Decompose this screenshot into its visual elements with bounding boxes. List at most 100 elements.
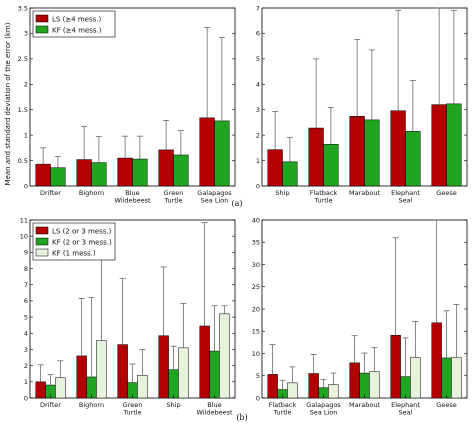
legend-swatch <box>35 25 49 34</box>
bar <box>35 163 51 187</box>
y-tick-label: 2 <box>24 81 28 89</box>
chart-panel-2: 0 1 2 3 4 5 6 7 Ship Flatback Turtle Marabout Elepha… <box>256 4 468 205</box>
bar <box>405 131 421 187</box>
y-tick-label: 30 <box>252 261 260 269</box>
x-tick-label-line: Flatback <box>310 189 338 197</box>
bar <box>308 127 324 187</box>
bar <box>446 103 462 187</box>
bar <box>173 154 189 187</box>
y-tick-label: 2 <box>256 131 260 139</box>
x-tick-label-line: Turtle <box>122 409 141 417</box>
bar <box>168 369 179 399</box>
y-tick-label: 1 <box>24 131 28 139</box>
x-tick-label-line: Blue <box>125 189 139 197</box>
caption-b: (b) <box>236 413 247 422</box>
bar <box>267 149 283 187</box>
legend-label: KF (≥4 mess.) <box>52 27 102 35</box>
y-tick-label: 9 <box>24 249 28 257</box>
x-tick-label-line: Geese <box>436 189 456 197</box>
y-tick-label: 5 <box>256 372 260 380</box>
caption-a: (a) <box>231 199 242 208</box>
x-tick-label: Blue Wildebeest <box>196 401 233 417</box>
bar <box>390 335 401 399</box>
x-tick-label-line: Sea Lion <box>310 409 338 417</box>
y-tick-label: 0 <box>256 182 260 190</box>
legend-swatch <box>35 14 49 23</box>
bar <box>282 161 298 187</box>
x-tick-label-line: Drifter <box>40 189 61 197</box>
x-tick-label-line: Green <box>123 401 143 409</box>
legend-swatch <box>35 237 49 246</box>
y-tick-label: 3.5 <box>18 4 28 12</box>
bar <box>86 376 97 399</box>
x-tick-label: Bighorn <box>79 401 104 409</box>
chart-panel-3: 0 1 2 3 4 5 6 7 8 9 10 11 Drifter Bighorn Green Turtle S… <box>20 216 236 417</box>
legend-label: LS (2 or 3 mess.) <box>52 228 112 236</box>
y-tick-label: 8 <box>24 265 28 273</box>
x-tick-label: Bighorn <box>79 189 104 197</box>
x-tick-label: Flatback Turtle <box>310 189 338 205</box>
y-tick-label: 5 <box>24 313 28 321</box>
bar <box>55 377 66 399</box>
bar <box>199 325 210 399</box>
x-tick-label: Ship <box>166 401 180 409</box>
x-tick-label: Drifter <box>40 401 61 409</box>
x-tick-label: Elephant Seal <box>391 189 420 205</box>
x-tick-label-line: Galapagos <box>306 401 341 409</box>
x-tick-label-line: Wildebeest <box>196 409 233 417</box>
x-tick-label-line: Galapagos <box>197 189 232 197</box>
x-tick-label: Drifter <box>40 189 61 197</box>
bar <box>431 104 447 187</box>
bar <box>132 158 148 187</box>
bar <box>117 344 128 399</box>
x-tick-label-line: Bighorn <box>79 401 104 409</box>
y-tick-label: 1 <box>24 378 28 386</box>
bar <box>214 120 230 187</box>
y-tick-label: 25 <box>252 283 260 291</box>
x-tick-label-line: Seal <box>399 409 413 417</box>
x-tick-label-line: Ship <box>166 401 180 409</box>
chart-panel-1: 0 0.5 1 1.5 2 2.5 3 3.5 Drifter Bighorn Blue Wildeb… <box>18 4 236 205</box>
y-tick-label: 10 <box>252 350 260 358</box>
x-tick-label-line: Turtle <box>313 197 332 205</box>
y-tick-label: 0 <box>256 394 260 402</box>
x-tick-label-line: Bighorn <box>79 189 104 197</box>
bar <box>199 117 215 187</box>
x-tick-label: Elephant Seal <box>391 401 420 417</box>
bar <box>364 119 380 187</box>
y-tick-label: 6 <box>24 297 28 305</box>
legend-label: KF (2 or 3 mess.) <box>52 239 112 247</box>
x-tick-label-line: Drifter <box>40 401 61 409</box>
y-tick-label: 4 <box>256 81 260 89</box>
x-tick-label-line: Marabout <box>349 189 380 197</box>
x-tick-label: Galapagos Sea Lion <box>197 189 232 205</box>
bar <box>219 313 230 399</box>
y-tick-label: 2.5 <box>18 55 28 63</box>
legend-swatch <box>35 248 49 257</box>
y-tick-label: 7 <box>256 4 260 12</box>
x-tick-label-line: Ship <box>275 189 289 197</box>
x-tick-label-line: Green <box>164 189 184 197</box>
y-tick-label: 1.5 <box>18 106 28 114</box>
bar <box>390 110 406 187</box>
y-tick-label: 2 <box>24 362 28 370</box>
y-tick-label: 20 <box>252 305 260 313</box>
bar <box>328 384 339 399</box>
x-tick-label-line: Geese <box>436 401 456 409</box>
x-tick-label-line: Elephant <box>391 189 420 197</box>
legend-label: LS (≥4 mess.) <box>52 16 101 24</box>
y-axis-label: Mean and standard deviation of the error… <box>4 22 12 185</box>
y-tick-label: 1 <box>256 157 260 165</box>
bar <box>400 376 411 399</box>
x-tick-label-line: Sea Lion <box>201 197 229 205</box>
x-tick-label-line: Seal <box>399 197 413 205</box>
bar <box>349 116 365 187</box>
x-tick-label: Galapagos Sea Lion <box>306 401 341 417</box>
bar <box>91 162 107 187</box>
bar <box>441 357 452 399</box>
bar <box>308 373 319 399</box>
x-tick-label-line: Turtle <box>163 197 182 205</box>
